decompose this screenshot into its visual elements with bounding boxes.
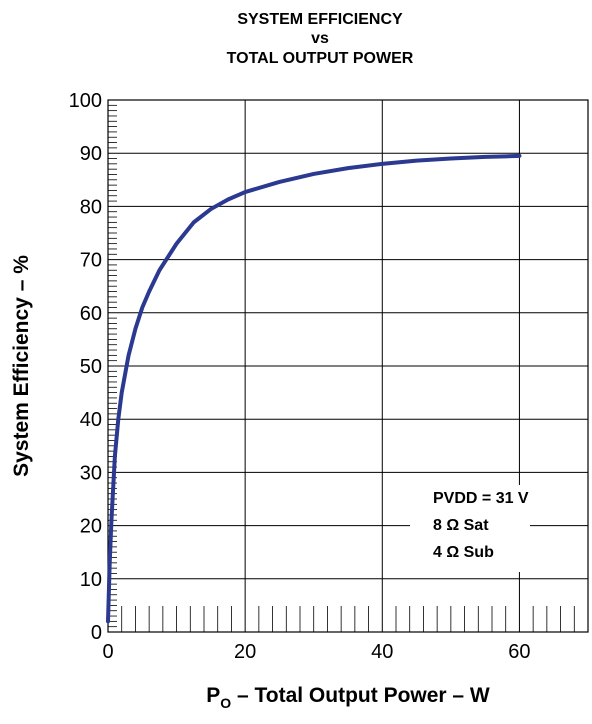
annotation-box: PVDD = 31 V 8 Ω Sat 4 Ω Sub [410, 485, 530, 572]
x-axis-title-prefix: P [206, 684, 220, 707]
series-line-efficiency [106, 153, 522, 624]
x-axis-title-subscript: O [220, 695, 231, 711]
annotation-line-sub: 4 Ω Sub [433, 544, 494, 561]
y-tick-label: 80 [80, 196, 102, 218]
chart-title: SYSTEM EFFICIENCY vs TOTAL OUTPUT POWER [227, 11, 414, 67]
y-tick-label: 70 [80, 250, 102, 272]
x-axis-title: PO – Total Output Power – W [206, 684, 490, 711]
x-axis-title-suffix: – Total Output Power – W [231, 684, 490, 707]
plot-frame [107, 99, 589, 633]
x-tick-label: 60 [508, 641, 530, 663]
x-tick-label: 40 [371, 641, 393, 663]
chart-title-line: TOTAL OUTPUT POWER [227, 50, 414, 67]
y-tick-labels: 0 10 20 30 40 50 60 70 80 90 100 [69, 90, 102, 644]
x-tick-label: 20 [234, 641, 256, 663]
annotation-background [410, 485, 530, 572]
annotation-line-sat: 8 Ω Sat [433, 517, 489, 534]
y-tick-label: 20 [80, 516, 102, 538]
x-tick-labels: 0 20 40 60 [102, 641, 530, 663]
y-tick-label: 10 [80, 569, 102, 591]
x-tick-label: 0 [102, 641, 113, 663]
grid-lines [108, 100, 588, 632]
annotation-line-pvdd: PVDD = 31 V [433, 490, 529, 507]
y-tick-label: 50 [80, 356, 102, 378]
y-tick-label: 0 [91, 622, 102, 644]
y-tick-label: 90 [80, 143, 102, 165]
y-tick-label: 100 [69, 90, 102, 112]
chart-title-line: SYSTEM EFFICIENCY [237, 11, 403, 28]
y-tick-label: 30 [80, 462, 102, 484]
minor-ticks [108, 104, 575, 632]
y-axis-title: System Efficiency – % [10, 255, 33, 477]
y-tick-label: 60 [80, 303, 102, 325]
y-tick-label: 40 [80, 409, 102, 431]
chart-title-line: vs [311, 30, 329, 47]
